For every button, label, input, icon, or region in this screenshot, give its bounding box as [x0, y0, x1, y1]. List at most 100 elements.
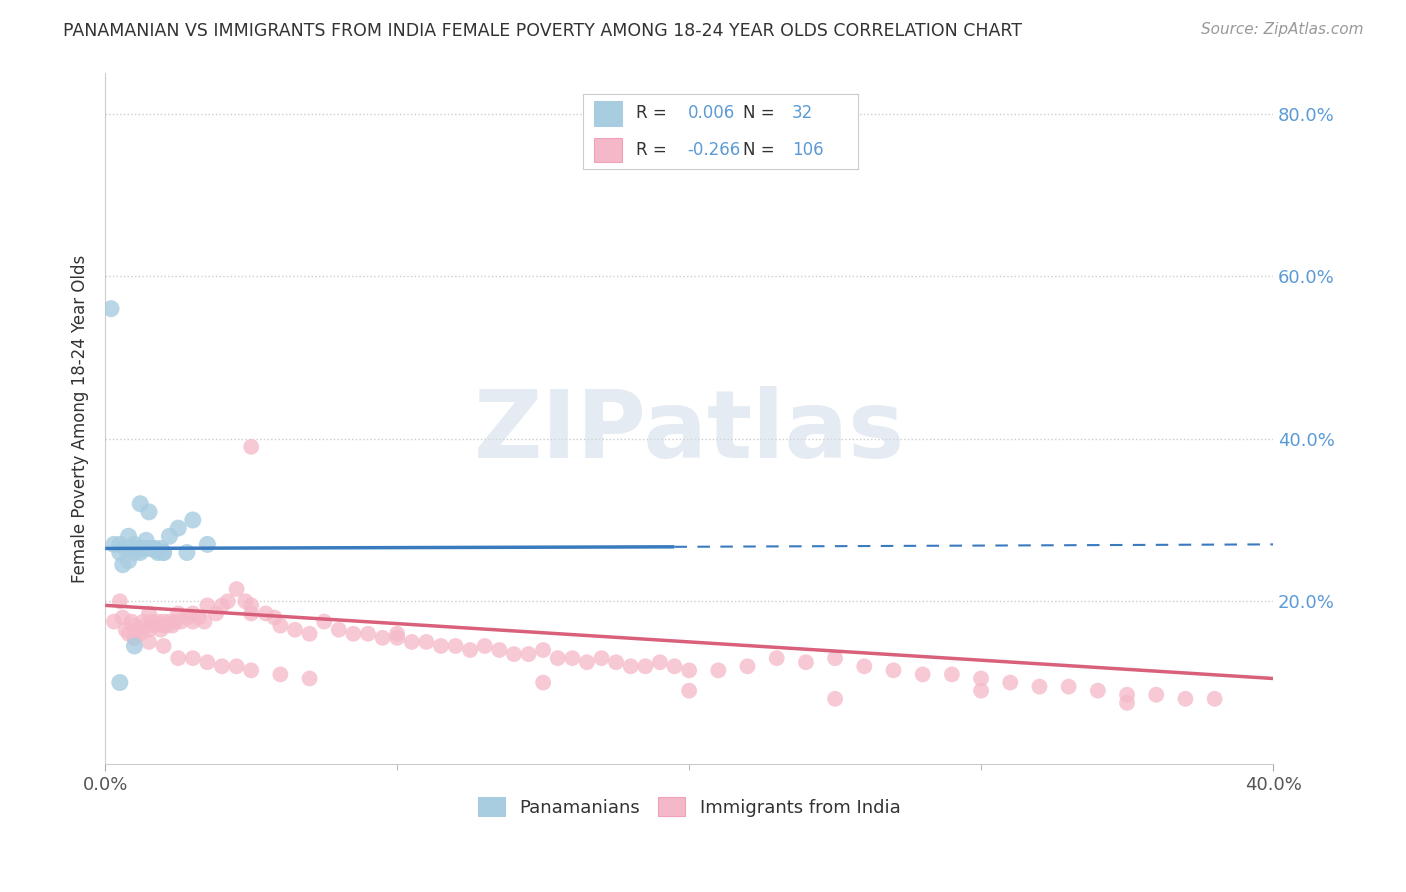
Point [240, 664, 263, 678]
Point [314, 615, 336, 629]
Point [108, 545, 131, 559]
Text: Source: ZipAtlas.com: Source: ZipAtlas.com [1201, 22, 1364, 37]
Point [146, 544, 169, 558]
Point [132, 615, 155, 629]
Point [152, 545, 174, 559]
Point [124, 631, 146, 645]
Point [503, 647, 526, 661]
Point [167, 521, 190, 535]
Point [824, 651, 846, 665]
Point [1174, 691, 1197, 706]
Point [342, 627, 364, 641]
Point [517, 647, 540, 661]
Point [181, 607, 204, 621]
Point [124, 618, 146, 632]
Point [149, 623, 172, 637]
Point [155, 618, 177, 632]
Point [371, 631, 394, 645]
Point [430, 639, 453, 653]
Point [152, 545, 174, 559]
Point [488, 643, 510, 657]
Point [328, 623, 350, 637]
Point [197, 655, 219, 669]
Point [167, 651, 190, 665]
Text: 0.006: 0.006 [688, 104, 735, 122]
Point [634, 659, 657, 673]
Point [181, 513, 204, 527]
Point [205, 607, 228, 621]
Point [225, 659, 247, 673]
Point [167, 607, 190, 621]
Point [111, 610, 134, 624]
Point [141, 541, 163, 556]
Point [176, 545, 198, 559]
Point [103, 537, 125, 551]
Point [824, 691, 846, 706]
Legend: Panamanians, Immigrants from India: Panamanians, Immigrants from India [471, 790, 908, 824]
Point [135, 533, 157, 548]
Point [648, 655, 671, 669]
Point [117, 529, 139, 543]
Point [121, 541, 143, 556]
Point [474, 639, 496, 653]
Point [385, 631, 408, 645]
Point [1057, 680, 1080, 694]
Point [138, 623, 160, 637]
Point [853, 659, 876, 673]
Point [357, 627, 380, 641]
Point [124, 537, 146, 551]
Point [176, 610, 198, 624]
Y-axis label: Female Poverty Among 18-24 Year Olds: Female Poverty Among 18-24 Year Olds [72, 254, 89, 582]
Point [108, 594, 131, 608]
Point [111, 558, 134, 572]
Point [138, 505, 160, 519]
Point [152, 618, 174, 632]
Point [737, 659, 759, 673]
Point [605, 655, 627, 669]
Point [1087, 683, 1109, 698]
Point [159, 529, 181, 543]
Point [143, 618, 166, 632]
Point [127, 623, 149, 637]
Point [240, 440, 263, 454]
Point [181, 651, 204, 665]
Point [121, 615, 143, 629]
Point [235, 594, 257, 608]
Point [298, 627, 321, 641]
Point [794, 655, 817, 669]
Point [103, 615, 125, 629]
Point [1000, 675, 1022, 690]
Point [193, 615, 215, 629]
Text: -0.266: -0.266 [688, 141, 741, 159]
Point [707, 664, 730, 678]
Point [882, 664, 904, 678]
Text: 32: 32 [792, 104, 813, 122]
Point [547, 651, 569, 665]
Point [124, 639, 146, 653]
Point [211, 659, 233, 673]
Point [240, 599, 263, 613]
Point [1116, 696, 1139, 710]
Text: 106: 106 [792, 141, 824, 159]
Point [575, 655, 598, 669]
Point [197, 537, 219, 551]
Point [141, 615, 163, 629]
Point [124, 631, 146, 645]
Point [664, 659, 686, 673]
Point [100, 301, 122, 316]
Point [138, 635, 160, 649]
Point [531, 643, 554, 657]
Point [678, 664, 700, 678]
Point [108, 675, 131, 690]
Point [146, 615, 169, 629]
Point [124, 545, 146, 559]
Point [415, 635, 437, 649]
Point [1204, 691, 1226, 706]
Point [941, 667, 963, 681]
Point [114, 623, 136, 637]
Text: ZIPatlas: ZIPatlas [474, 386, 905, 478]
Point [1116, 688, 1139, 702]
Point [152, 639, 174, 653]
Point [678, 683, 700, 698]
Point [162, 618, 184, 632]
